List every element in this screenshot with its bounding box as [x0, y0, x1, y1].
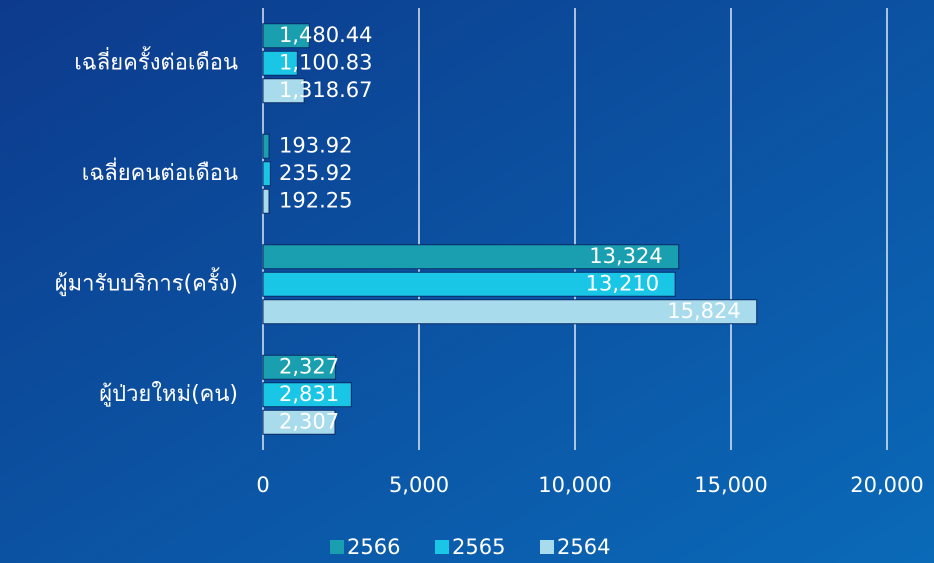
bar: [262, 188, 270, 214]
bar: [262, 382, 352, 408]
legend-label: 2565: [452, 535, 505, 559]
x-tick-label: 20,000: [850, 473, 923, 497]
data-label: 1,480.44: [279, 23, 373, 47]
bar: [262, 271, 676, 297]
bar: [262, 161, 271, 187]
data-label: 13,210: [586, 271, 659, 295]
category-label: ผู้มารับบริการ(ครั้ง): [55, 267, 238, 296]
category-label: เฉลี่ยครั้งต่อเดือน: [74, 46, 238, 75]
legend-swatch: [435, 540, 449, 554]
bar: [262, 409, 336, 435]
x-tick-label: 15,000: [694, 473, 767, 497]
data-label: 1,100.83: [279, 50, 373, 74]
data-label: 15,824: [667, 299, 740, 323]
data-label: 193.92: [279, 133, 352, 157]
x-tick-label: 10,000: [538, 473, 611, 497]
legend-swatch: [330, 540, 344, 554]
data-label: 192.25: [279, 188, 352, 212]
x-tick-label: 0: [256, 473, 269, 497]
data-label: 2,831: [279, 382, 339, 406]
bar: [262, 23, 310, 49]
bar: [262, 354, 337, 380]
bar: [262, 133, 270, 159]
x-tick-label: 5,000: [389, 473, 449, 497]
data-label: 235.92: [279, 161, 352, 185]
legend-label: 2566: [347, 535, 400, 559]
bar: [262, 299, 758, 325]
legend-label: 2564: [557, 535, 610, 559]
data-label: 13,324: [589, 244, 662, 268]
bar: [262, 50, 298, 76]
bar: [262, 244, 680, 270]
category-label: เฉลี่ยคนต่อเดือน: [82, 157, 238, 186]
data-label: 2,327: [279, 354, 339, 378]
legend-swatch: [540, 540, 554, 554]
data-label: 1,318.67: [279, 78, 373, 102]
bar: [262, 78, 305, 104]
data-label: 2,307: [279, 409, 339, 433]
category-label: ผู้ป่วยใหม่(คน): [99, 381, 238, 407]
